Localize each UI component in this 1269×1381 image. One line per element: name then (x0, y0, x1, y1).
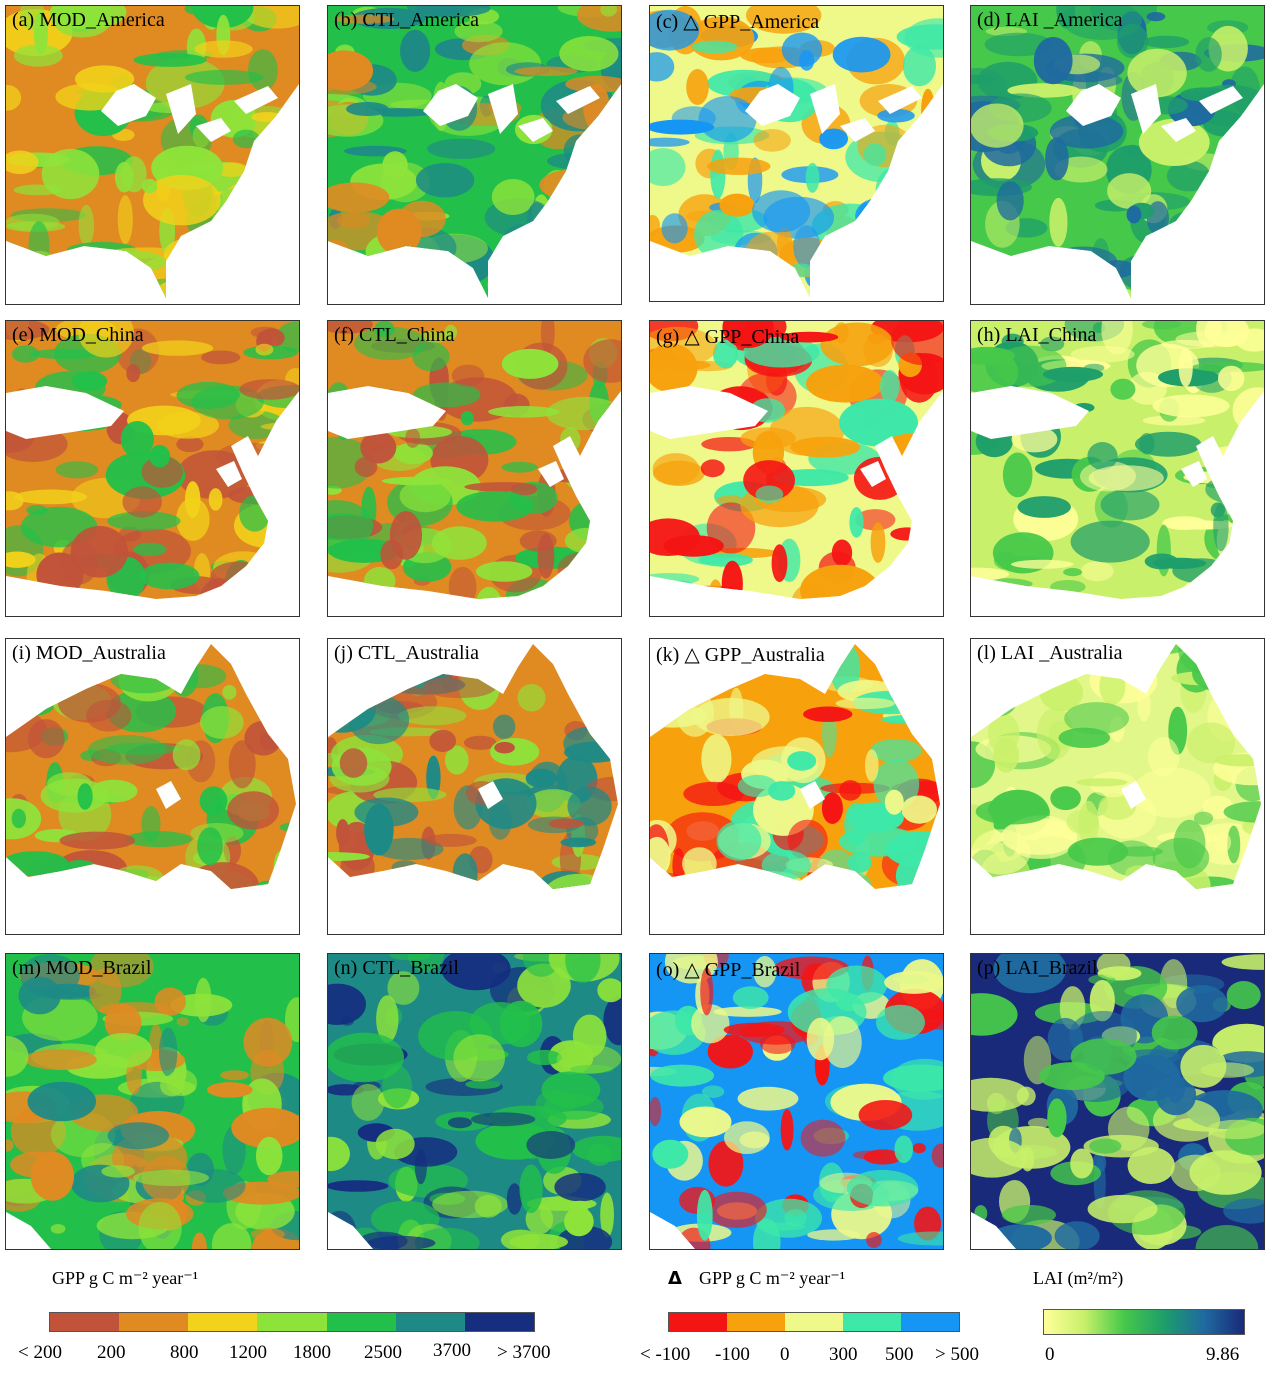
map-panel-e: (e) MOD_China (5, 320, 300, 617)
map-panel-h: (h) LAI_China (970, 320, 1265, 617)
panel-label: (e) MOD_China (12, 324, 144, 346)
delta-tick: > 500 (935, 1344, 979, 1365)
panel-label: (h) LAI_China (977, 324, 1097, 346)
map-raster (650, 6, 943, 298)
map-raster (971, 321, 1264, 599)
lai-tick-min: 0 (1045, 1344, 1055, 1365)
panel-label: (a) MOD_America (12, 9, 165, 31)
gpp-swatch (395, 1313, 465, 1331)
map-panel-n: (n) CTL_Brazil (327, 953, 622, 1250)
delta-tick: 300 (829, 1344, 858, 1365)
lai-colorbar (1043, 1309, 1245, 1335)
delta-legend-symbol: Δ (668, 1268, 682, 1289)
panel-label: (n) CTL_Brazil (334, 957, 459, 979)
gpp-tick: 2500 (364, 1342, 402, 1363)
panel-label: (m) MOD_Brazil (12, 957, 152, 979)
gpp-swatch (119, 1313, 189, 1331)
panel-label: (p) LAI_Brazil (977, 957, 1098, 979)
map-panel-f: (f) CTL_China (327, 320, 622, 617)
delta-swatch (901, 1313, 959, 1331)
delta-tick: 0 (780, 1344, 790, 1365)
map-panel-k: (k) △ GPP_Australia (649, 638, 944, 935)
map-raster (6, 644, 296, 889)
delta-swatch (785, 1313, 843, 1331)
gpp-tick: 200 (97, 1342, 126, 1363)
map-raster (328, 321, 621, 599)
gpp-tick: > 3700 (497, 1342, 551, 1363)
map-raster (650, 321, 943, 599)
map-panel-p: (p) LAI_Brazil (970, 953, 1265, 1250)
map-panel-o: (o) △ GPP_Brazil (649, 953, 944, 1250)
gpp-colorbar (49, 1312, 535, 1332)
map-panel-c: (c) △ GPP_America (649, 5, 944, 302)
panel-label: (i) MOD_Australia (12, 642, 166, 664)
map-raster (328, 6, 621, 298)
map-raster (6, 954, 299, 1249)
delta-swatch (669, 1313, 727, 1331)
panel-label: (j) CTL_Australia (334, 642, 479, 664)
map-panel-b: (b) CTL_America (327, 5, 622, 305)
gpp-legend-title: GPP g C m⁻² year⁻¹ (52, 1268, 199, 1288)
map-panel-d: (d) LAI _America (970, 5, 1265, 305)
delta-tick: 500 (885, 1344, 914, 1365)
gpp-swatch (326, 1313, 396, 1331)
gpp-tick: 1800 (293, 1342, 331, 1363)
gpp-swatch (257, 1313, 327, 1331)
delta-tick: < -100 (640, 1344, 691, 1365)
panel-label: (k) △ GPP_Australia (656, 644, 825, 666)
map-panel-l: (l) LAI _Australia (970, 638, 1265, 935)
panel-label: (g) △ GPP_China (656, 326, 800, 348)
map-raster (328, 954, 621, 1249)
map-raster (971, 644, 1261, 889)
map-raster (650, 644, 940, 889)
map-raster (971, 954, 1264, 1249)
panel-label: (f) CTL_China (334, 324, 455, 346)
map-panel-i: (i) MOD_Australia (5, 638, 300, 935)
gpp-tick: < 200 (18, 1342, 62, 1363)
map-raster (328, 644, 618, 889)
gpp-tick: 800 (170, 1342, 199, 1363)
map-panel-g: (g) △ GPP_China (649, 320, 944, 617)
delta-swatch (727, 1313, 785, 1331)
map-panel-a: (a) MOD_America (5, 5, 300, 305)
delta-swatch (843, 1313, 901, 1331)
gpp-tick: 3700 (433, 1340, 471, 1361)
gpp-swatch (464, 1313, 534, 1331)
panel-label: (d) LAI _America (977, 9, 1123, 31)
panel-label: (l) LAI _Australia (977, 642, 1123, 664)
map-panel-m: (m) MOD_Brazil (5, 953, 300, 1250)
delta-legend-title: GPP g C m⁻² year⁻¹ (699, 1268, 846, 1288)
lai-tick-max: 9.86 (1206, 1344, 1240, 1365)
delta-colorbar (668, 1312, 960, 1332)
lai-legend-title: LAI (m²/m²) (1033, 1268, 1124, 1288)
map-panel-j: (j) CTL_Australia (327, 638, 622, 935)
panel-label: (c) △ GPP_America (656, 11, 820, 33)
map-raster (6, 6, 299, 298)
gpp-swatch (50, 1313, 120, 1331)
map-raster (6, 321, 299, 599)
gpp-tick: 1200 (229, 1342, 267, 1363)
delta-tick: -100 (715, 1344, 750, 1365)
panel-label: (b) CTL_America (334, 9, 479, 31)
gpp-swatch (188, 1313, 258, 1331)
map-raster (650, 954, 943, 1249)
map-raster (971, 6, 1264, 298)
panel-label: (o) △ GPP_Brazil (656, 959, 801, 981)
